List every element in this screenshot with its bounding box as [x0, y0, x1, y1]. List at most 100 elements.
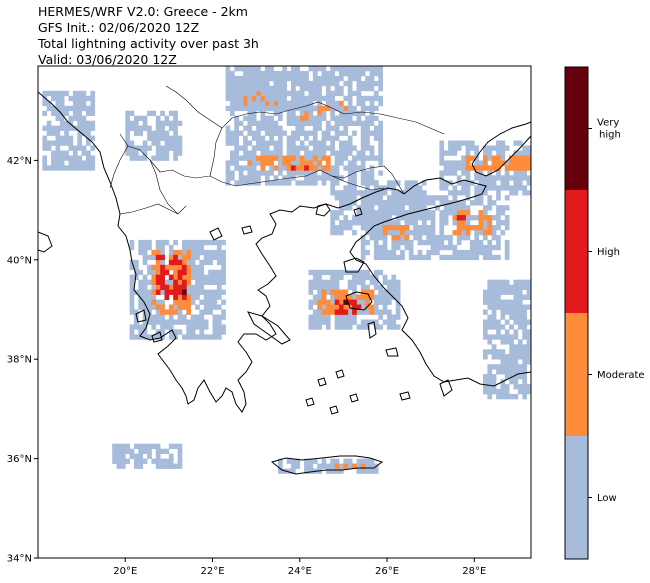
lightning-cell-moderate: [325, 165, 331, 171]
lightning-cell-low: [496, 205, 501, 211]
lightning-cell-low: [330, 230, 335, 236]
lightning-cell-low: [221, 264, 226, 271]
lightning-cell-low: [312, 115, 318, 121]
lightning-cell-low: [299, 90, 305, 97]
lightning-cell-low: [365, 210, 370, 216]
lightning-cell-low: [439, 215, 445, 221]
lightning-cell-low: [496, 244, 501, 251]
lightning-cell-low: [330, 215, 335, 221]
lightning-cell-low: [491, 185, 497, 191]
lightning-cell-low: [509, 299, 514, 305]
lightning-cell-low: [81, 150, 87, 156]
lightning-cell-low: [483, 225, 488, 231]
lightning-cell-low: [142, 155, 148, 161]
lightning-cell-low: [72, 100, 78, 107]
lightning-cell-low: [461, 190, 466, 196]
lightning-cell-low: [339, 130, 344, 136]
lightning-cell-low: [278, 463, 283, 469]
lightning-cell-moderate: [456, 225, 462, 231]
lightning-cell-low: [256, 95, 261, 102]
lightning-cell-low: [365, 458, 370, 464]
lightning-cell-low: [238, 100, 244, 107]
lightning-cell-low: [247, 71, 253, 77]
lightning-cell-low: [273, 90, 279, 97]
lightning-cell-low: [312, 125, 318, 131]
lightning-cell-low: [382, 289, 388, 295]
lightning-cell-low: [513, 150, 519, 156]
lightning-cell-low: [343, 150, 349, 156]
lightning-cell-low: [282, 66, 287, 72]
lightning-cell-low: [186, 244, 191, 251]
lightning-cell-low: [42, 110, 48, 116]
lightning-cell-low: [373, 324, 379, 330]
lightning-cell-low: [382, 210, 388, 216]
lightning-cell-low: [147, 264, 152, 271]
lightning-cell-low: [522, 284, 527, 290]
lightning-cell-low: [264, 175, 270, 181]
lightning-cell-low: [517, 364, 523, 370]
lightning-cell-low: [404, 190, 410, 196]
lightning-cell-low: [216, 294, 222, 300]
lightning-cell-low: [522, 150, 527, 156]
lightning-cell-moderate: [269, 160, 274, 166]
lightning-cell-low: [404, 215, 410, 221]
lightning-cell-low: [286, 145, 292, 151]
lightning-cell-low: [168, 314, 174, 320]
lightning-cell-low: [221, 324, 226, 330]
lightning-cell-low: [369, 155, 375, 161]
lightning-cell-low: [365, 195, 370, 201]
lightning-cell-low: [365, 190, 370, 196]
lightning-cell-low: [443, 195, 449, 201]
lightning-cell-low: [64, 105, 69, 112]
lightning-cell-low: [339, 66, 344, 72]
lightning-cell-low: [439, 200, 445, 206]
lightning-cell-low: [134, 324, 139, 330]
lightning-cell-low: [391, 289, 397, 295]
lightning-cell-moderate: [513, 155, 519, 161]
lightning-cell-low: [443, 160, 449, 166]
lightning-cell-low: [77, 120, 82, 126]
lightning-cell-low: [51, 90, 56, 97]
lightning-cell-low: [360, 249, 366, 256]
lightning-cell-low: [504, 180, 510, 186]
lightning-cell-low: [513, 289, 519, 295]
lightning-cell-low: [151, 269, 157, 276]
lightning-cell-low: [435, 205, 440, 211]
lightning-cell-low: [360, 120, 366, 126]
lightning-cell-low: [461, 170, 466, 176]
lightning-cell-low: [421, 230, 427, 236]
lightning-cell-low: [308, 120, 314, 126]
lightning-cell-low: [504, 284, 510, 290]
lightning-cell-low: [504, 279, 510, 285]
lightning-cell-low: [278, 165, 283, 171]
lightning-cell-low: [339, 75, 344, 82]
lightning-cell-low: [177, 443, 183, 449]
lightning-cell-low: [269, 150, 274, 156]
lightning-cell-low: [282, 95, 287, 102]
lightning-cell-low: [59, 160, 65, 166]
lightning-cell-low: [413, 220, 418, 226]
lightning-cell-low: [282, 85, 287, 92]
lightning-cell-low: [439, 230, 445, 236]
lightning-cell-low: [343, 155, 349, 161]
lightning-cell-low: [243, 165, 248, 171]
lightning-cell-moderate: [168, 309, 174, 315]
lightning-cell-low: [77, 130, 82, 136]
lightning-cell-low: [247, 115, 253, 121]
lightning-cell-low: [199, 319, 205, 325]
lightning-cell-low: [208, 254, 213, 261]
lightning-cell-low: [282, 80, 287, 87]
lightning-cell-low: [129, 289, 135, 295]
lightning-cell-low: [155, 453, 161, 459]
lightning-cell-high: [173, 259, 178, 266]
lightning-cell-low: [474, 244, 479, 251]
lightning-cell-low: [269, 75, 274, 82]
lightning-cell-low: [356, 309, 362, 315]
lightning-cell-low: [347, 71, 353, 77]
lightning-cell-low: [421, 225, 427, 231]
lightning-cell-low: [435, 249, 440, 256]
lightning-cell-low: [278, 150, 283, 156]
lightning-cell-low: [134, 269, 139, 276]
colorbar-label: Low: [597, 493, 617, 504]
lightning-cell-low: [439, 225, 445, 231]
